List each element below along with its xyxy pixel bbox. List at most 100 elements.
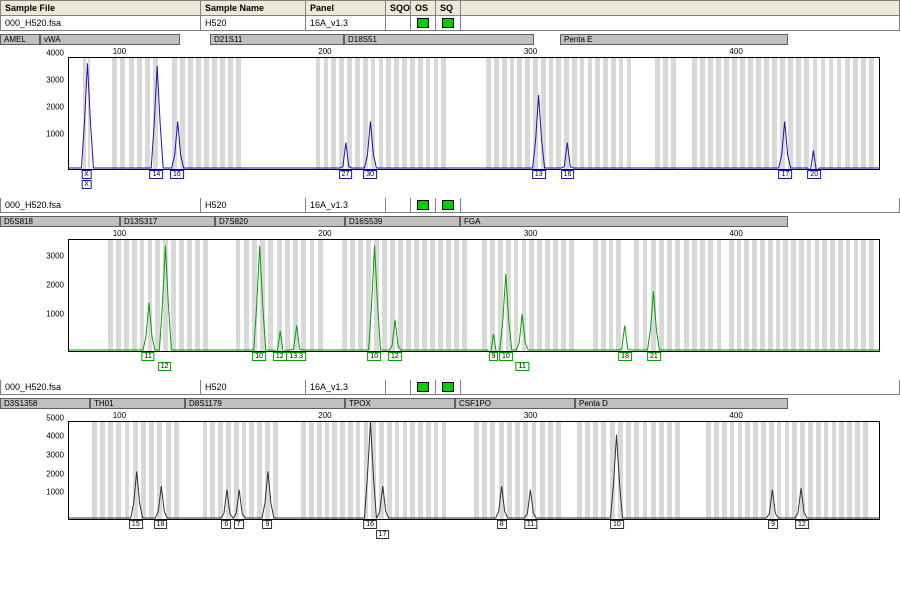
plot-area — [68, 57, 880, 170]
y-tick-label: 3000 — [46, 450, 64, 459]
column-header[interactable]: Sample File — [1, 1, 201, 15]
allele-call[interactable]: 12 — [158, 362, 172, 371]
status-indicator-icon — [442, 382, 454, 392]
sq-status[interactable] — [436, 16, 461, 30]
allele-call[interactable]: 14 — [149, 170, 163, 179]
status-indicator-icon — [442, 200, 454, 210]
allele-call[interactable]: 16 — [363, 520, 377, 529]
marker-label[interactable]: Penta E — [560, 34, 788, 45]
info-sample: H520 — [201, 198, 306, 212]
marker-label[interactable]: D5S818 — [0, 216, 120, 227]
x-tick-label: 200 — [318, 229, 331, 238]
status-indicator-icon — [442, 18, 454, 28]
allele-call[interactable]: X — [81, 170, 92, 179]
allele-call[interactable]: 11 — [142, 352, 155, 361]
x-tick-label: 300 — [524, 47, 537, 56]
sq-status[interactable] — [436, 198, 461, 212]
allele-call[interactable]: 10 — [252, 352, 266, 361]
info-file: 000_H520.fsa — [1, 198, 201, 212]
marker-label[interactable]: TH01 — [90, 398, 185, 409]
allele-call[interactable]: 9 — [489, 352, 499, 361]
allele-call[interactable]: 18 — [618, 352, 632, 361]
info-sample: H520 — [201, 16, 306, 30]
x-tick-label: 100 — [113, 229, 126, 238]
x-axis-ticks: 100200300400 — [68, 411, 880, 421]
allele-call[interactable]: 16 — [170, 170, 184, 179]
column-header[interactable]: SQO — [386, 1, 411, 15]
allele-labels: 15 18 67 9 1617 8 11 10 9 12 — [68, 520, 880, 542]
sq-status[interactable] — [436, 380, 461, 394]
info-sample: H520 — [201, 380, 306, 394]
allele-call[interactable]: 9 — [262, 520, 272, 529]
allele-call[interactable]: 11 — [524, 520, 537, 529]
y-axis-ticks: 10002000300040005000 — [30, 421, 66, 520]
x-tick-label: 300 — [524, 229, 537, 238]
electropherogram-chart: 1002003004001000200030004000XX1416273013… — [0, 47, 900, 192]
allele-call[interactable]: 10 — [610, 520, 624, 529]
marker-label[interactable]: D3S1358 — [0, 398, 90, 409]
os-status[interactable] — [411, 198, 436, 212]
allele-call[interactable]: X — [81, 180, 92, 189]
allele-call[interactable]: 8 — [497, 520, 507, 529]
os-status[interactable] — [411, 380, 436, 394]
y-tick-label: 5000 — [46, 413, 64, 422]
marker-label[interactable]: D7S820 — [215, 216, 345, 227]
info-file: 000_H520.fsa — [1, 380, 201, 394]
allele-call[interactable]: 12 — [273, 352, 287, 361]
allele-call[interactable]: 10 — [499, 352, 513, 361]
marker-label[interactable]: D18S51 — [344, 34, 534, 45]
allele-call[interactable]: 27 — [339, 170, 353, 179]
marker-label[interactable]: AMEL — [0, 34, 40, 45]
allele-call[interactable]: 10 — [367, 352, 381, 361]
y-tick-label: 1000 — [46, 310, 64, 319]
sample-info-row: 000_H520.fsaH52016A_v1.3 — [0, 380, 900, 395]
y-tick-label: 2000 — [46, 281, 64, 290]
allele-call[interactable]: 17 — [376, 530, 390, 539]
marker-label[interactable]: D13S317 — [120, 216, 215, 227]
y-tick-label: 4000 — [46, 432, 64, 441]
allele-labels: 1112101213.31012910111821 — [68, 352, 880, 374]
marker-label[interactable]: vWA — [40, 34, 180, 45]
marker-label[interactable]: D16S539 — [345, 216, 460, 227]
allele-call[interactable]: 20 — [807, 170, 821, 179]
os-status[interactable] — [411, 16, 436, 30]
allele-call[interactable]: 11 — [516, 362, 529, 371]
marker-label[interactable]: Penta D — [575, 398, 788, 409]
x-tick-label: 100 — [113, 411, 126, 420]
column-header[interactable]: OS — [411, 1, 436, 15]
allele-call[interactable]: 21 — [647, 352, 661, 361]
allele-call[interactable]: 6 — [221, 520, 231, 529]
sqo-cell — [386, 198, 411, 212]
x-axis-ticks: 100200300400 — [68, 229, 880, 239]
trace-line — [69, 422, 879, 519]
x-tick-label: 200 — [318, 47, 331, 56]
allele-call[interactable]: 7 — [234, 520, 244, 529]
allele-call[interactable]: 13.3 — [286, 352, 306, 361]
trace-line — [69, 240, 879, 351]
allele-call[interactable]: 30 — [363, 170, 377, 179]
column-header[interactable]: Sample Name — [201, 1, 306, 15]
info-panel: 16A_v1.3 — [306, 198, 386, 212]
trace-line — [69, 58, 879, 169]
y-tick-label: 2000 — [46, 469, 64, 478]
plot-area — [68, 421, 880, 520]
allele-call[interactable]: 16 — [561, 170, 575, 179]
allele-call[interactable]: 12 — [795, 520, 809, 529]
column-header[interactable]: Panel — [306, 1, 386, 15]
y-tick-label: 4000 — [46, 49, 64, 58]
allele-call[interactable]: 17 — [779, 170, 793, 179]
allele-call[interactable]: 9 — [768, 520, 778, 529]
allele-call[interactable]: 12 — [388, 352, 402, 361]
marker-label[interactable]: CSF1PO — [455, 398, 575, 409]
info-panel: 16A_v1.3 — [306, 16, 386, 30]
marker-label[interactable]: FGA — [460, 216, 788, 227]
marker-label[interactable]: D8S1179 — [185, 398, 345, 409]
marker-label[interactable]: D21S11 — [210, 34, 344, 45]
allele-call[interactable]: 18 — [154, 520, 168, 529]
column-header[interactable]: SQ — [436, 1, 461, 15]
marker-label[interactable]: TPOX — [345, 398, 455, 409]
column-header-row: Sample FileSample NamePanelSQOOSSQ — [0, 0, 900, 16]
allele-call[interactable]: 15 — [129, 520, 143, 529]
allele-call[interactable]: 13 — [532, 170, 546, 179]
y-tick-label: 2000 — [46, 103, 64, 112]
